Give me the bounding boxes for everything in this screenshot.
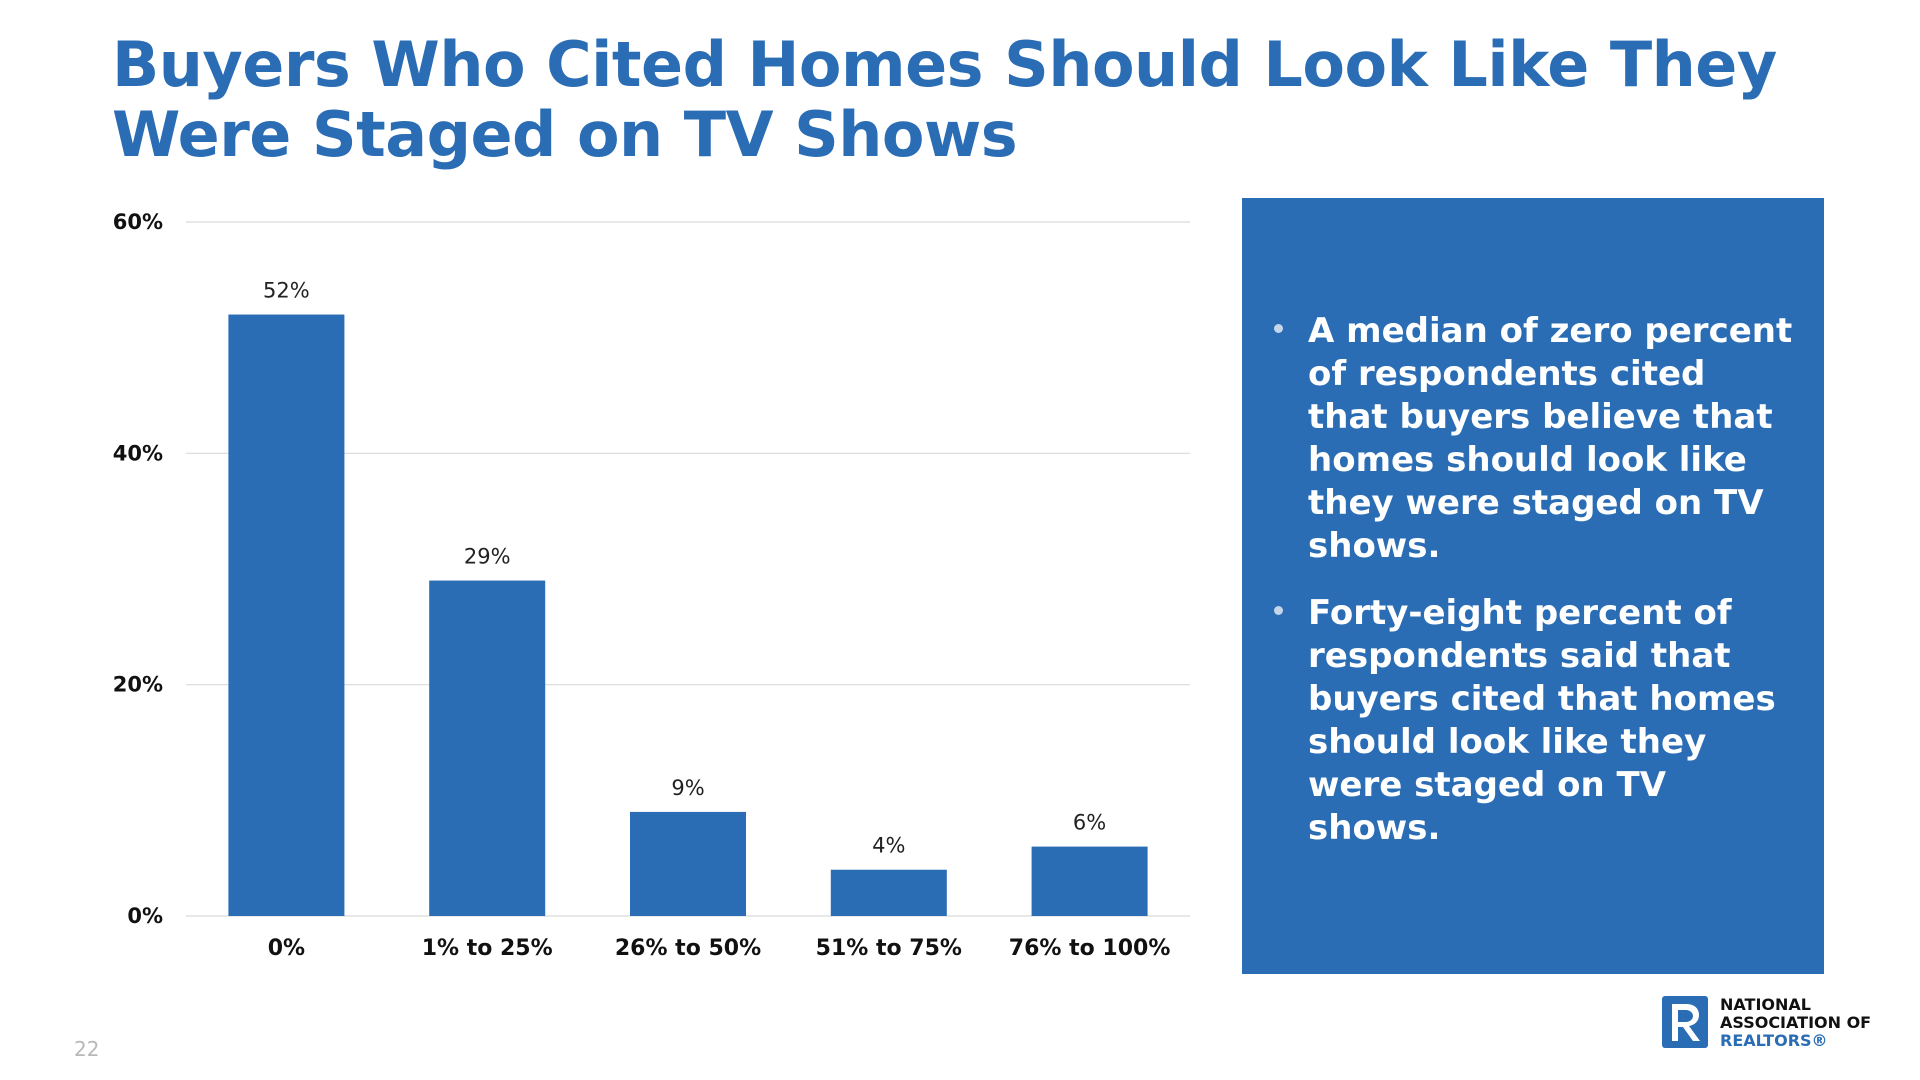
bar bbox=[228, 314, 345, 916]
nar-logo: NATIONAL ASSOCIATION OF REALTORS® bbox=[1662, 996, 1892, 1052]
chart-data-labels: 52% 29% 9% 4% 6% bbox=[263, 279, 1106, 858]
bullet-icon bbox=[1274, 324, 1283, 333]
y-tick-label: 20% bbox=[113, 673, 163, 697]
y-tick-label: 60% bbox=[113, 210, 163, 234]
page-title: Buyers Who Cited Homes Should Look Like … bbox=[112, 28, 1777, 171]
logo-line-1: NATIONAL bbox=[1720, 995, 1811, 1014]
page-number: 22 bbox=[74, 1037, 100, 1061]
x-tick-label: 76% to 100% bbox=[1009, 936, 1171, 961]
insight-text-2: Forty-eight percent of respondents said … bbox=[1308, 593, 1776, 848]
bullet-icon bbox=[1274, 606, 1283, 615]
x-tick-label: 51% to 75% bbox=[816, 936, 962, 961]
insight-panel: A median of zero percent of respondents … bbox=[1242, 198, 1824, 974]
bar bbox=[830, 869, 947, 916]
bar bbox=[429, 580, 546, 916]
realtor-r-logo-icon bbox=[1662, 996, 1708, 1048]
y-axis-tick-labels: 0% 20% 40% 60% bbox=[113, 210, 163, 928]
bar bbox=[630, 811, 746, 916]
x-tick-label: 1% to 25% bbox=[422, 936, 553, 961]
chart-bars bbox=[228, 314, 1148, 916]
x-tick-label: 0% bbox=[268, 936, 305, 961]
insight-bullet-2: Forty-eight percent of respondents said … bbox=[1272, 592, 1794, 850]
bar-chart: 0% 20% 40% 60% 52% 29% 9% 4% 6% 0% 1% to 25% 26% … bbox=[113, 210, 1190, 961]
insight-text-1: A median of zero percent of respondents … bbox=[1308, 311, 1793, 566]
data-label: 6% bbox=[1073, 811, 1106, 835]
logo-line-3: REALTORS® bbox=[1720, 1031, 1828, 1050]
data-label: 29% bbox=[464, 545, 511, 569]
logo-wordmark: NATIONAL ASSOCIATION OF REALTORS® bbox=[1720, 996, 1871, 1050]
data-label: 52% bbox=[263, 279, 310, 303]
y-tick-label: 40% bbox=[113, 441, 163, 465]
x-tick-label: 26% to 50% bbox=[615, 936, 761, 961]
logo-line-2: ASSOCIATION OF bbox=[1720, 1013, 1872, 1032]
data-label: 4% bbox=[872, 834, 905, 858]
insight-list: A median of zero percent of respondents … bbox=[1272, 310, 1794, 850]
insight-bullet-1: A median of zero percent of respondents … bbox=[1272, 310, 1794, 568]
y-tick-label: 0% bbox=[127, 904, 163, 928]
bar bbox=[1031, 846, 1148, 916]
x-axis-tick-labels: 0% 1% to 25% 26% to 50% 51% to 75% 76% to 10… bbox=[268, 936, 1171, 961]
data-label: 9% bbox=[671, 776, 704, 800]
